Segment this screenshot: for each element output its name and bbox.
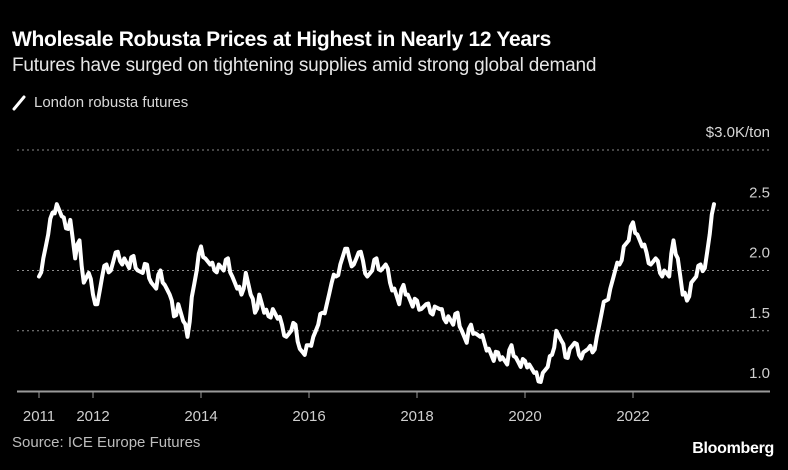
- gridlines: [17, 149, 770, 332]
- x-axis: 2011 2012 2014 2016 2018 2020 2022: [17, 390, 770, 425]
- y-tick-label: 2.5: [749, 184, 770, 201]
- y-tick-label: 1.0: [749, 365, 770, 382]
- x-tick-label: 2014: [184, 408, 217, 425]
- x-tick-label: 2020: [508, 408, 541, 425]
- y-axis-ticks: 1.0 1.5 2.0 2.5: [749, 184, 770, 382]
- bloomberg-logo: Bloomberg: [692, 440, 774, 457]
- legend: London robusta futures: [12, 94, 188, 111]
- series-line-london-robusta: [37, 202, 716, 384]
- x-tick-label: 2018: [400, 408, 433, 425]
- y-tick-label: 2.0: [749, 245, 770, 262]
- source-note: Source: ICE Europe Futures: [12, 434, 201, 451]
- x-tick-label: 2016: [292, 408, 325, 425]
- x-tick-label: 2012: [76, 408, 109, 425]
- chart-title: Wholesale Robusta Prices at Highest in N…: [12, 28, 551, 51]
- series-group: [37, 202, 716, 384]
- y-tick-label: 1.5: [749, 305, 770, 322]
- x-tick-label: 2011: [23, 408, 55, 425]
- chart-subtitle: Futures have surged on tightening suppli…: [12, 55, 597, 76]
- x-tick-label: 2022: [616, 408, 649, 425]
- line-swatch-icon: [12, 95, 26, 110]
- legend-label: London robusta futures: [34, 94, 189, 111]
- y-axis-unit-label: $3.0K/ton: [705, 124, 770, 141]
